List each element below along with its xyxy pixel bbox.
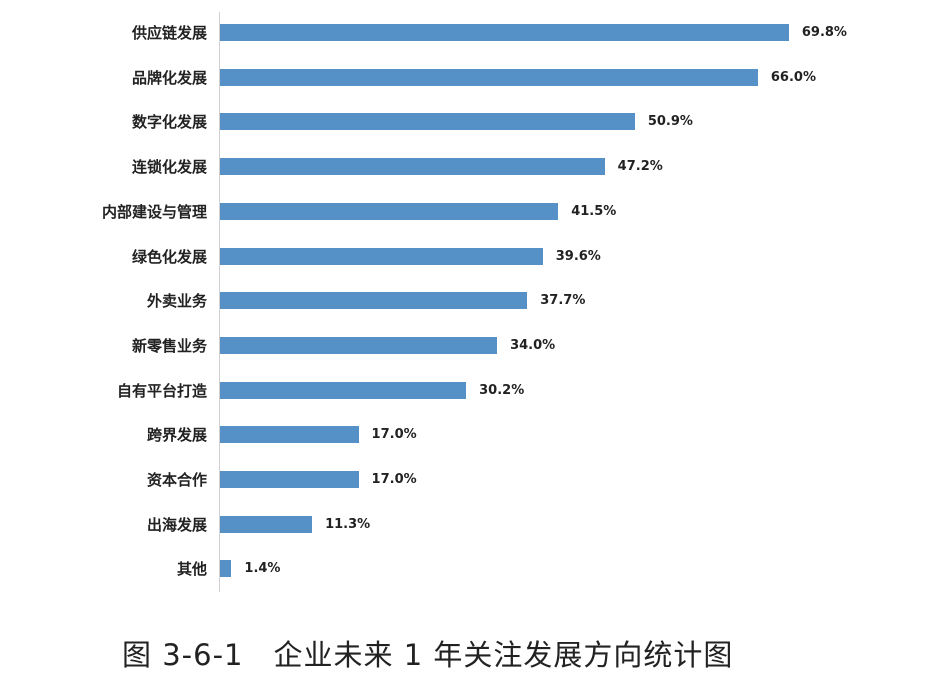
bar — [220, 202, 559, 220]
bar — [220, 68, 758, 86]
category-label: 连锁化发展 — [131, 158, 207, 177]
category-label: 新零售业务 — [131, 336, 207, 355]
bar-row: 其他 1.4% — [0, 559, 926, 579]
bar-row: 内部建设与管理 41.5% — [0, 202, 926, 222]
category-label: 供应链发展 — [131, 24, 207, 42]
bar-row: 新零售业务 34.0% — [0, 336, 926, 356]
bar-row: 资本合作 17.0% — [0, 470, 926, 490]
value-label: 69.8% — [801, 25, 847, 40]
bar-row: 供应链发展 69.8% — [0, 23, 926, 43]
bar — [220, 381, 467, 399]
bar — [220, 158, 605, 176]
bar — [220, 113, 635, 131]
value-label: 1.4% — [244, 561, 281, 577]
category-label: 自有平台打造 — [116, 381, 207, 400]
category-label: 内部建设与管理 — [101, 202, 207, 221]
category-label: 出海发展 — [146, 515, 207, 534]
bar-row: 数字化发展 50.9% — [0, 112, 926, 132]
category-label: 跨界发展 — [146, 426, 207, 445]
bar — [220, 247, 543, 265]
category-label: 绿色化发展 — [131, 247, 207, 266]
bar-row: 跨界发展 17.0% — [0, 425, 926, 445]
value-label: 66.0% — [770, 69, 816, 85]
value-label: 11.3% — [325, 516, 371, 532]
bar — [220, 560, 232, 578]
value-label: 37.7% — [540, 293, 586, 309]
y-axis-line — [219, 12, 220, 592]
category-label: 数字化发展 — [131, 113, 207, 132]
bar — [220, 426, 359, 444]
value-label: 34.0% — [510, 337, 556, 353]
figure-caption: 图 3-6-1 企业未来 1 年关注发展方向统计图 — [122, 638, 734, 672]
category-label: 外卖业务 — [146, 292, 207, 311]
bar — [220, 24, 789, 41]
bar-row: 外卖业务 37.7% — [0, 291, 926, 311]
bar-chart: 供应链发展 69.8% 品牌化发展 66.0% 数字化发展 50.9% 连锁化发展 47.2%… — [0, 12, 926, 592]
value-label: 30.2% — [479, 382, 525, 398]
bar-row: 自有平台打造 30.2% — [0, 381, 926, 401]
category-label: 资本合作 — [146, 471, 207, 489]
bar-row: 连锁化发展 47.2% — [0, 157, 926, 177]
category-label: 品牌化发展 — [131, 68, 207, 87]
bar — [220, 336, 498, 354]
bar-row: 绿色化发展 39.6% — [0, 247, 926, 267]
value-label: 47.2% — [617, 159, 663, 175]
value-label: 17.0% — [371, 472, 417, 487]
value-label: 50.9% — [647, 114, 693, 130]
value-label: 39.6% — [555, 248, 601, 264]
bar-row: 出海发展 11.3% — [0, 515, 926, 535]
bar — [220, 515, 313, 533]
value-label: 17.0% — [371, 427, 417, 443]
category-label: 其他 — [176, 560, 207, 579]
value-label: 41.5% — [571, 203, 617, 219]
bar — [220, 471, 359, 488]
bar — [220, 292, 528, 310]
bar-row: 品牌化发展 66.0% — [0, 68, 926, 88]
